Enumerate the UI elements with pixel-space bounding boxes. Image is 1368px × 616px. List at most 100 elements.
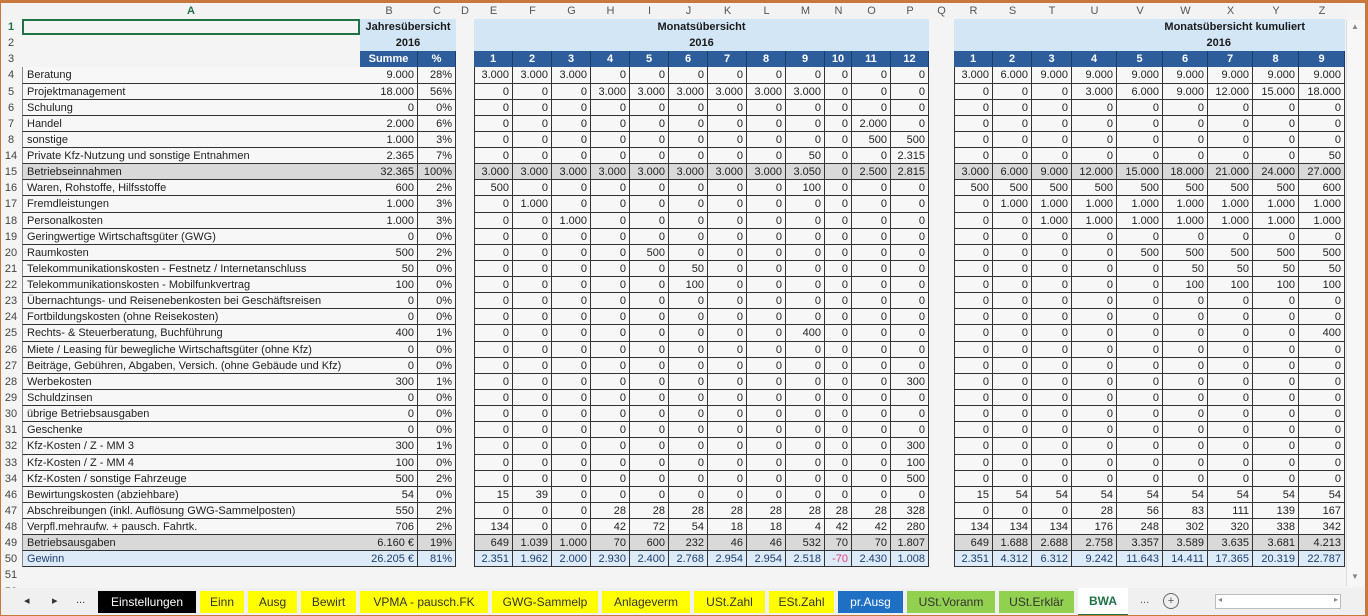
cumulative-cell[interactable]: 0 xyxy=(993,293,1032,310)
monthly-cell[interactable]: 0 xyxy=(747,438,786,455)
cumulative-cell[interactable]: 0 xyxy=(1299,131,1345,149)
monthly-cell[interactable]: 0 xyxy=(747,357,786,374)
monthly-cell[interactable]: 0 xyxy=(630,293,669,310)
monthly-cell[interactable]: 2.430 xyxy=(852,551,891,568)
cumulative-cell[interactable]: 0 xyxy=(1253,438,1299,455)
cumulative-cell[interactable]: 2.351 xyxy=(954,551,993,568)
horizontal-scrollbar[interactable]: ◂ ▸ xyxy=(1215,594,1341,609)
monthly-cell[interactable]: 649 xyxy=(474,535,513,552)
cumulative-cell[interactable]: 0 xyxy=(1032,244,1072,261)
monthly-cell[interactable]: 0 xyxy=(669,470,708,487)
cumulative-cell[interactable]: 0 xyxy=(1253,293,1299,310)
monthly-cell[interactable]: 0 xyxy=(513,228,552,245)
monthly-cell[interactable]: 0 xyxy=(825,293,852,310)
monthly-cell[interactable]: 0 xyxy=(786,99,825,116)
cumulative-cell[interactable]: 6.312 xyxy=(1032,551,1072,568)
cumulative-cell[interactable]: 12.000 xyxy=(1208,83,1253,100)
monthly-cell[interactable]: 0 xyxy=(852,244,891,261)
sum-cell[interactable]: 0 xyxy=(360,293,418,310)
monthly-cell[interactable]: 50 xyxy=(669,260,708,278)
cumulative-cell[interactable]: 0 xyxy=(1117,341,1163,358)
pct-cell[interactable]: 2% xyxy=(418,180,456,197)
monthly-cell[interactable]: 28 xyxy=(852,502,891,520)
cumulative-cell[interactable]: 6.000 xyxy=(1117,83,1163,100)
cumulative-cell[interactable]: 0 xyxy=(1072,148,1117,165)
monthly-cell[interactable]: 0 xyxy=(825,228,852,245)
monthly-cell[interactable]: 0 xyxy=(630,67,669,84)
monthly-cell[interactable]: 2.500 xyxy=(852,164,891,181)
cumulative-cell[interactable]: 0 xyxy=(1208,148,1253,165)
cumulative-cell[interactable]: 0 xyxy=(1163,389,1208,407)
row-header-6[interactable]: 6 xyxy=(7,101,15,114)
cumulative-cell[interactable]: 3.000 xyxy=(1072,83,1117,100)
monthly-cell[interactable]: 3.000 xyxy=(552,67,591,84)
monthly-cell[interactable]: 0 xyxy=(513,389,552,407)
monthly-cell[interactable]: 0 xyxy=(708,131,747,149)
cumulative-cell[interactable]: 0 xyxy=(1163,115,1208,132)
monthly-cell[interactable]: 2.768 xyxy=(669,551,708,568)
cumulative-cell[interactable]: 0 xyxy=(1117,406,1163,423)
cumulative-cell[interactable]: 0 xyxy=(1163,341,1208,358)
monthly-cell[interactable]: 0 xyxy=(591,454,630,471)
cumulative-cell[interactable]: 0 xyxy=(1163,438,1208,455)
monthly-cell[interactable]: 0 xyxy=(591,357,630,374)
cumulative-cell[interactable]: 0 xyxy=(1117,373,1163,390)
monthly-cell[interactable]: 0 xyxy=(474,357,513,374)
monthly-cell[interactable]: 0 xyxy=(708,228,747,245)
cumulative-cell[interactable]: 0 xyxy=(1208,357,1253,374)
tab-scroll-prev-icon[interactable]: ◂ xyxy=(24,595,30,607)
monthly-cell[interactable]: 0 xyxy=(669,422,708,439)
cumulative-cell[interactable]: 0 xyxy=(1032,277,1072,294)
cumulative-cell[interactable]: 0 xyxy=(954,502,993,520)
cumulative-cell[interactable]: 0 xyxy=(1032,389,1072,407)
cumulative-cell[interactable]: 0 xyxy=(1299,454,1345,471)
monthly-cell[interactable]: 0 xyxy=(825,357,852,374)
monthly-cell[interactable]: 0 xyxy=(825,309,852,326)
cumulative-cell[interactable]: 0 xyxy=(1208,341,1253,358)
cumulative-cell[interactable]: 24.000 xyxy=(1253,164,1299,181)
cumulative-cell[interactable]: 0 xyxy=(1253,325,1299,342)
monthly-cell[interactable]: 0 xyxy=(825,115,852,132)
monthly-cell[interactable]: 3.000 xyxy=(513,67,552,84)
cumulative-cell[interactable]: 0 xyxy=(1253,115,1299,132)
row-header-17[interactable]: 17 xyxy=(4,198,18,211)
sum-cell[interactable]: 0 xyxy=(360,357,418,374)
monthly-cell[interactable]: 0 xyxy=(825,164,852,181)
column-header-u[interactable]: U xyxy=(1072,3,1117,19)
cumulative-cell[interactable]: 134 xyxy=(954,519,993,536)
monthly-cell[interactable]: 0 xyxy=(852,260,891,278)
monthly-cell[interactable]: 0 xyxy=(474,373,513,390)
cumulative-cell[interactable]: 0 xyxy=(1253,389,1299,407)
monthly-cell[interactable]: 28 xyxy=(630,502,669,520)
monthly-cell[interactable]: 0 xyxy=(630,438,669,455)
cumulative-cell[interactable]: 0 xyxy=(1032,438,1072,455)
column-header-f[interactable]: F xyxy=(513,3,552,19)
monthly-cell[interactable]: 0 xyxy=(825,83,852,100)
monthly-cell[interactable]: 0 xyxy=(708,406,747,423)
monthly-cell[interactable]: 0 xyxy=(669,454,708,471)
pct-cell[interactable]: 1% xyxy=(418,373,456,390)
monthly-cell[interactable]: 0 xyxy=(474,228,513,245)
monthly-cell[interactable]: 0 xyxy=(630,260,669,278)
cumulative-cell[interactable]: 0 xyxy=(1072,389,1117,407)
cumulative-cell[interactable]: 54 xyxy=(1208,486,1253,503)
monthly-cell[interactable]: 0 xyxy=(513,148,552,165)
cumulative-cell[interactable]: 0 xyxy=(1208,422,1253,439)
monthly-cell[interactable]: 0 xyxy=(591,148,630,165)
cumulative-cell[interactable]: 0 xyxy=(1253,148,1299,165)
monthly-cell[interactable]: 0 xyxy=(891,115,929,132)
column-header-m[interactable]: M xyxy=(786,3,825,19)
cumulative-cell[interactable]: 500 xyxy=(1253,244,1299,261)
monthly-cell[interactable]: 0 xyxy=(786,422,825,439)
cumulative-cell[interactable]: 0 xyxy=(1299,228,1345,245)
monthly-cell[interactable]: 0 xyxy=(552,406,591,423)
monthly-cell[interactable]: 0 xyxy=(891,422,929,439)
monthly-cell[interactable]: 0 xyxy=(591,244,630,261)
monthly-cell[interactable]: 0 xyxy=(552,228,591,245)
cumulative-cell[interactable]: 0 xyxy=(1032,325,1072,342)
monthly-cell[interactable]: 100 xyxy=(891,454,929,471)
monthly-cell[interactable]: 0 xyxy=(747,212,786,229)
monthly-cell[interactable]: 300 xyxy=(891,373,929,390)
cumulative-cell[interactable]: 50 xyxy=(1208,260,1253,278)
monthly-cell[interactable]: 600 xyxy=(630,535,669,552)
